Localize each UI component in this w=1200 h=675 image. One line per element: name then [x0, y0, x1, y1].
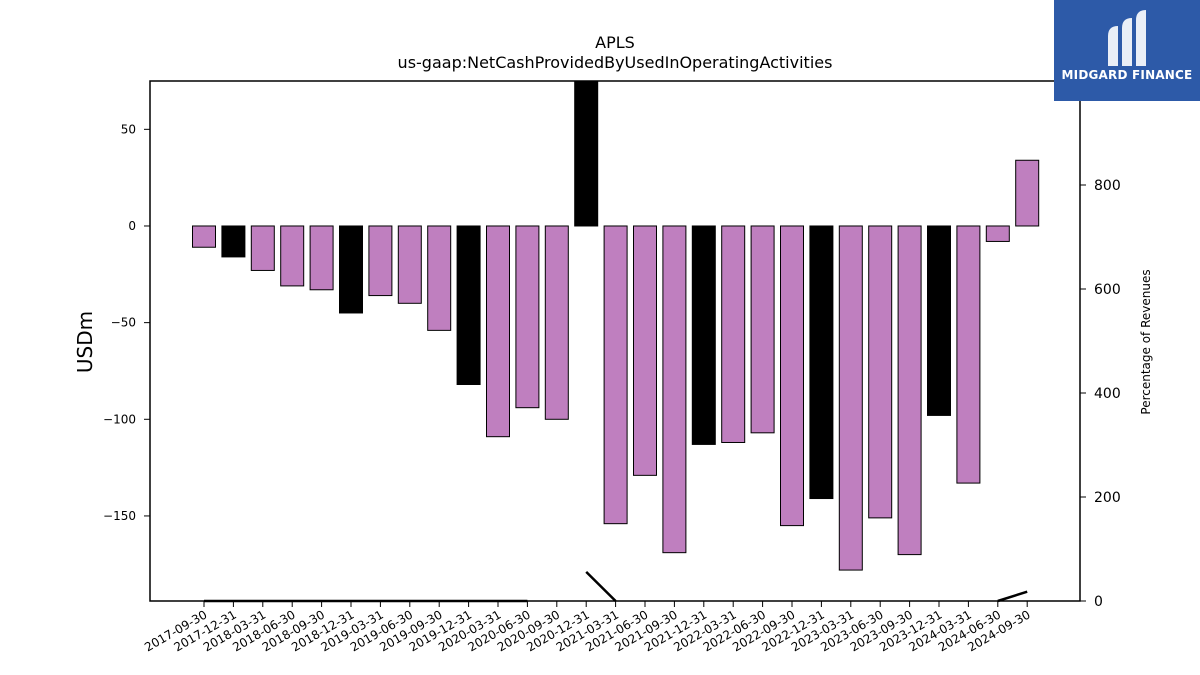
y2-tick-label: 400	[1094, 386, 1121, 402]
bar-2018-12-31	[339, 225, 363, 314]
chart-subtitle: us-gaap:NetCashProvidedByUsedInOperating…	[398, 53, 833, 72]
y-tick-label: 50	[121, 122, 136, 136]
bars-group	[192, 80, 1040, 571]
bar-2020-06-30	[515, 225, 540, 409]
bar-2018-09-30	[309, 225, 334, 291]
bar-2022-03-31	[721, 225, 746, 443]
y-tick-label: −50	[111, 316, 136, 330]
bar-2018-06-30	[280, 225, 305, 287]
bar-2019-12-31	[456, 225, 481, 385]
bar-2023-03-31	[838, 225, 863, 571]
secondary-line-group	[204, 570, 1028, 603]
bar-2021-06-30	[633, 225, 657, 476]
bar-2019-03-31	[368, 225, 393, 297]
bar-2018-03-31	[250, 225, 275, 271]
y2-axis-label: Percentage of Revenues	[1139, 269, 1153, 414]
chart-title: APLS	[595, 33, 635, 52]
midgard-logo: MIDGARD FINANCE	[1054, 0, 1200, 101]
bar-2024-09-30	[1015, 159, 1040, 227]
y2-tick-label: 200	[1094, 490, 1121, 506]
y-tick-label: 0	[128, 219, 136, 233]
plot-frame	[149, 80, 1081, 602]
bar-2019-09-30	[427, 225, 452, 331]
y2-tick-label: 600	[1094, 282, 1121, 298]
bar-2020-12-31	[574, 80, 599, 227]
bar-2017-12-31	[221, 225, 246, 258]
bar-2024-03-31	[956, 225, 981, 484]
bar-2022-09-30	[780, 225, 804, 527]
percentage-of-revenues-line	[204, 570, 1028, 603]
bar-2024-06-30	[985, 225, 1010, 242]
y-tick-label: −150	[103, 509, 136, 523]
y-axis-label: USDm	[73, 311, 97, 373]
bar-2017-09-30	[192, 225, 216, 248]
bar-2020-09-30	[544, 225, 569, 420]
bar-2023-06-30	[868, 225, 893, 519]
y2-tick-label: 800	[1094, 178, 1121, 194]
bar-2021-12-31	[691, 225, 716, 445]
y2-tick-label: 0	[1094, 594, 1103, 610]
bar-2023-12-31	[927, 225, 951, 416]
bar-2023-09-30	[897, 225, 922, 556]
logo-text: MIDGARD FINANCE	[1061, 68, 1193, 82]
bar-2021-03-31	[603, 225, 628, 525]
bar-2022-06-30	[750, 225, 775, 434]
bar-2019-06-30	[397, 225, 422, 304]
bar-2022-12-31	[809, 225, 834, 500]
y-tick-label: −100	[103, 412, 136, 426]
bar-2021-09-30	[662, 225, 687, 554]
bar-2020-03-31	[486, 225, 510, 438]
midgard-logo-icon	[1108, 10, 1146, 66]
